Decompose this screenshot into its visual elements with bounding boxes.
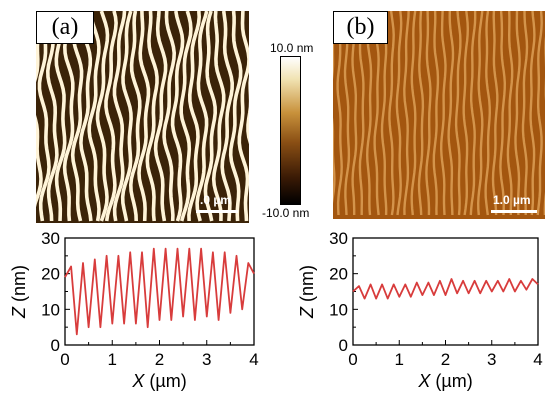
x-tick-label: 4	[249, 350, 258, 369]
stripe	[70, 10, 84, 222]
y-tick-label: 30	[329, 229, 348, 248]
x-tick-label: 4	[533, 350, 542, 369]
y-tick-label: 20	[41, 265, 60, 284]
x-axis-label: X (µm)	[417, 371, 472, 391]
afm-image-a	[21, 10, 268, 223]
x-tick-label: 3	[202, 350, 211, 369]
stripe	[95, 10, 110, 222]
afm-image-b	[321, 10, 550, 219]
x-tick-label: 0	[60, 350, 69, 369]
stripe	[462, 10, 470, 216]
stripe	[179, 10, 193, 222]
stripe	[228, 10, 243, 222]
x-tick-label: 3	[487, 350, 496, 369]
y-axis-label: Z (nm)	[9, 265, 29, 319]
stripe	[145, 10, 159, 222]
stripe	[373, 10, 380, 216]
stripe	[187, 10, 202, 222]
colorbar	[280, 56, 301, 205]
stripe	[45, 10, 59, 222]
scale-bar-a	[196, 210, 238, 213]
x-tick-label: 0	[348, 350, 357, 369]
scale-text-a: .0 µm	[200, 193, 231, 207]
stripe	[506, 10, 514, 215]
stripe	[484, 10, 492, 216]
stripe	[220, 10, 235, 222]
stripe	[351, 11, 358, 215]
stripe	[112, 10, 127, 222]
stripe	[536, 10, 543, 216]
series-line	[64, 247, 255, 336]
stripe	[203, 10, 218, 222]
stripe	[237, 10, 251, 222]
stripe	[153, 10, 168, 222]
stripe	[417, 10, 425, 216]
stripe	[432, 10, 440, 216]
x-tick-label: 1	[395, 350, 404, 369]
stripe	[120, 10, 133, 222]
stripe	[380, 10, 388, 216]
colorbar-min-label: -10.0 nm	[262, 206, 310, 220]
stripe	[365, 10, 373, 216]
stripe	[388, 10, 395, 216]
stripe	[410, 10, 417, 216]
colorbar-max-label: 10.0 nm	[270, 41, 314, 55]
stripe	[425, 10, 432, 216]
stripe	[104, 10, 118, 222]
x-tick-label: 2	[155, 350, 164, 369]
y-tick-label: 20	[329, 265, 348, 284]
stripe	[499, 10, 507, 216]
stripe	[469, 10, 477, 216]
x-tick-label: 1	[108, 350, 117, 369]
plot-frame	[352, 237, 539, 346]
stripe	[529, 10, 536, 216]
stripe	[395, 10, 403, 216]
stripe	[343, 10, 351, 216]
x-tick-label: 2	[441, 350, 450, 369]
stripe	[87, 10, 101, 222]
stripe	[521, 10, 529, 215]
scale-text-b: 1.0 µm	[493, 193, 531, 207]
y-tick-label: 0	[339, 336, 348, 355]
panel-a-label: (a)	[36, 11, 94, 44]
x-axis-label: X (µm)	[131, 371, 186, 391]
panel-b-label: (b)	[333, 11, 388, 44]
profile-chart-b: 0 1 2 3 4 0 10 20 30 X (µm) Z (nm)	[297, 229, 543, 391]
y-tick-label: 0	[51, 336, 60, 355]
stripe	[62, 10, 75, 222]
stripe	[491, 10, 499, 216]
stripe	[514, 10, 521, 216]
stripe	[79, 10, 93, 222]
stripe	[170, 10, 185, 222]
stripe	[54, 10, 67, 222]
stripe	[37, 10, 51, 222]
stripe	[447, 10, 455, 216]
stripe	[336, 10, 343, 216]
stripe	[439, 10, 447, 216]
stripe	[211, 10, 226, 222]
y-tick-label: 10	[41, 300, 60, 319]
stripe	[454, 10, 462, 216]
scale-bar-b	[491, 210, 537, 213]
y-tick-label: 30	[41, 229, 60, 248]
stripe	[195, 10, 209, 222]
stripe	[403, 10, 410, 216]
stripe	[137, 10, 151, 222]
stripe	[358, 10, 365, 215]
stripe	[128, 10, 142, 222]
y-tick-label: 10	[329, 300, 348, 319]
y-axis-label: Z (nm)	[297, 265, 317, 319]
stripe	[476, 10, 484, 216]
stripe	[162, 10, 177, 222]
series-line	[352, 278, 539, 300]
profile-chart-a: 0 1 2 3 4 0 10 20 30 X (µm) Z (nm)	[9, 229, 259, 391]
